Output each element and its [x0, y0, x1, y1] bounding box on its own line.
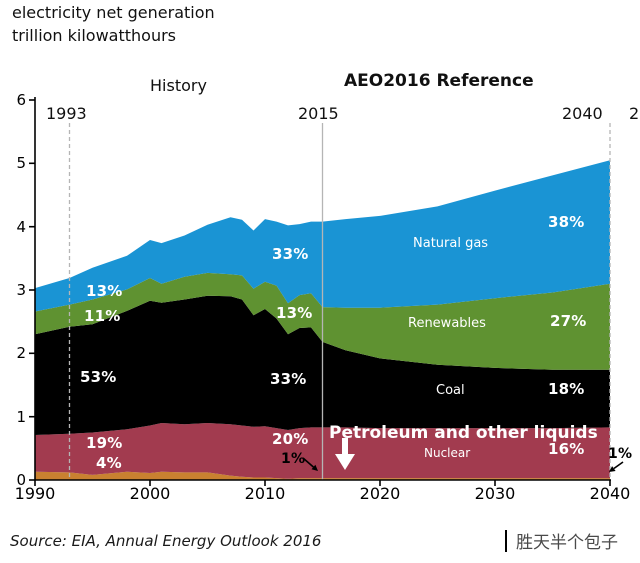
pct-2015-petroleum: 1% [281, 451, 306, 467]
series-label-petroleum: Petroleum and other liquids [329, 423, 598, 443]
petroleum-pointer-arrow-head [335, 454, 355, 470]
pct-2040-natural-gas: 38% [548, 213, 585, 231]
chart-title: electricity net generation [12, 3, 215, 22]
chart-subtitle: trillion kilowatthours [12, 26, 177, 45]
pct-2040-petroleum-arrow-head [609, 466, 616, 472]
series-label-natural-gas: Natural gas [413, 236, 489, 251]
history-section-label: History [150, 76, 207, 95]
pct-1993-coal: 53% [80, 368, 117, 386]
watermark: 胜天半个包子 [505, 528, 618, 553]
watermark-text: 胜天半个包子 [516, 533, 618, 553]
pct-2015-petroleum-arrow-line [302, 457, 315, 468]
pct-1993-petroleum: 4% [96, 454, 122, 472]
pct-2015-coal: 33% [270, 370, 307, 388]
source-note: Source: EIA, Annual Energy Outlook 2016 [10, 532, 322, 550]
year-marker-2040: 2040 [562, 104, 603, 123]
pct-2040-coal: 18% [548, 380, 585, 398]
pct-2040-petroleum: 1% [608, 446, 633, 462]
pct-2040-renewables: 27% [550, 312, 587, 330]
year-marker-1993: 1993 [46, 104, 87, 123]
pct-2015-petroleum-arrow-head [311, 464, 318, 471]
pct-1993-natural-gas: 13% [86, 282, 123, 300]
pct-2040-petroleum-arrow-line [613, 461, 624, 470]
pct-1993-renewables: 11% [84, 307, 121, 325]
pct-1993-nuclear: 19% [86, 434, 123, 452]
watermark-divider [505, 529, 507, 552]
petroleum-pointer-arrow-shaft [342, 438, 348, 455]
area-petroleum [35, 471, 610, 480]
pct-2040-nuclear: 16% [548, 440, 585, 458]
pct-2015-renewables: 13% [276, 304, 313, 322]
series-label-coal: Coal [436, 383, 465, 398]
series-label-renewables: Renewables [408, 316, 486, 331]
pct-2015-natural-gas: 33% [272, 245, 309, 263]
pct-2015-nuclear: 20% [272, 430, 309, 448]
series-label-nuclear: Nuclear [424, 446, 471, 460]
reference-section-label: AEO2016 Reference [344, 71, 534, 91]
year-marker-2015: 2015 [298, 104, 339, 123]
clipped-label-fragment: 2 [629, 104, 640, 123]
